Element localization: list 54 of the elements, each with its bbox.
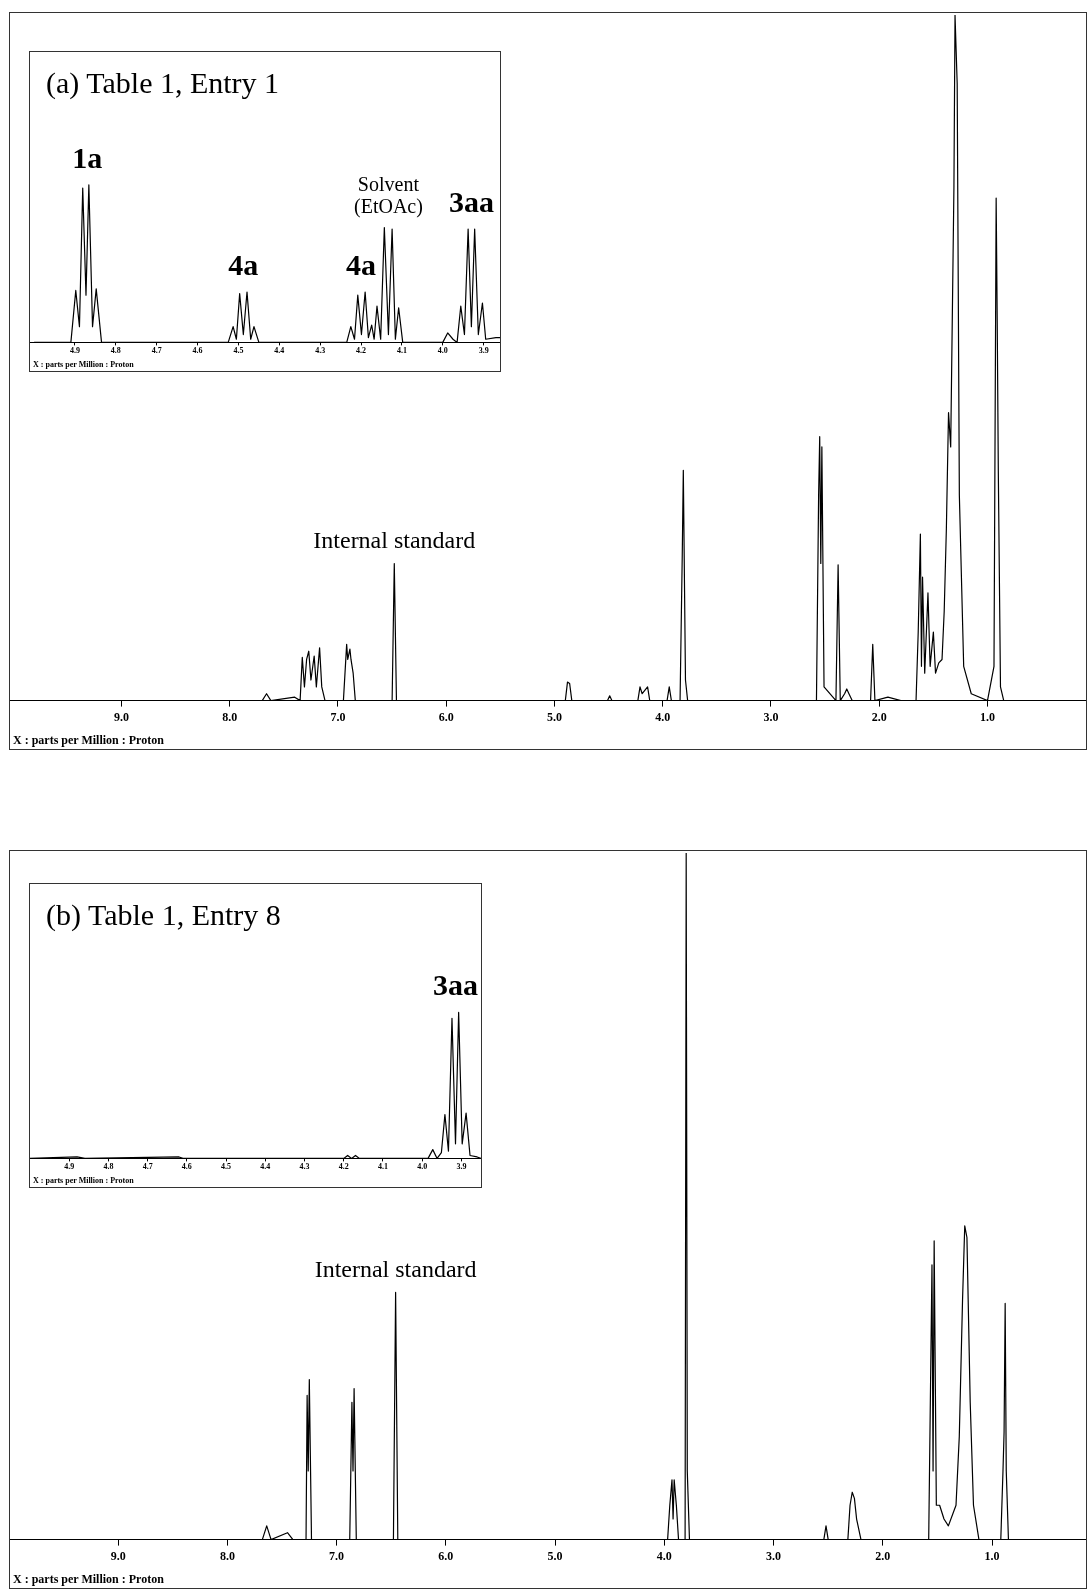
x-axis-title: X : parts per Million : Proton <box>13 1572 165 1587</box>
x-tick-label: 1.0 <box>979 709 995 724</box>
x-tick-label: 4.6 <box>181 1162 192 1172</box>
x-tick-label: 5.0 <box>547 1548 563 1563</box>
annotation: Solvent (EtOAc) <box>354 172 423 218</box>
x-tick-label: 7.0 <box>329 1548 345 1563</box>
x-tick-label: 4.7 <box>151 346 162 356</box>
x-axis-title: X : parts per Million : Proton <box>33 1176 135 1186</box>
chart-title: (b) Table 1, Entry 8 <box>46 897 281 932</box>
x-tick-label: 8.0 <box>219 1548 235 1563</box>
x-tick-label: 5.0 <box>546 709 562 724</box>
x-axis-title: X : parts per Million : Proton <box>13 733 165 748</box>
x-tick-label: 4.2 <box>356 346 367 356</box>
x-tick-label: 4.7 <box>142 1162 153 1172</box>
annotation: 4a <box>228 247 259 281</box>
x-tick-label: 4.3 <box>315 346 326 356</box>
x-tick-label: 4.0 <box>656 1548 672 1563</box>
x-tick-label: 3.0 <box>766 1548 782 1563</box>
x-tick-label: 4.1 <box>396 346 407 356</box>
x-tick-label: 6.0 <box>438 1548 454 1563</box>
x-tick-label: 4.2 <box>338 1162 349 1172</box>
annotation: 3aa <box>433 968 479 1002</box>
x-tick-label: 4.6 <box>192 346 203 356</box>
x-tick-label: 2.0 <box>875 1548 891 1563</box>
annotation: 1a <box>72 140 103 174</box>
x-tick-label: 4.5 <box>233 346 244 356</box>
x-tick-label: 4.8 <box>103 1162 114 1172</box>
x-tick-label: 8.0 <box>222 709 238 724</box>
x-tick-label: 4.4 <box>260 1162 271 1172</box>
x-tick-label: 4.0 <box>655 709 671 724</box>
x-tick-label: 4.0 <box>437 346 448 356</box>
x-axis-title: X : parts per Million : Proton <box>33 360 135 370</box>
annotation: Internal standard <box>313 526 476 553</box>
x-tick-label: 3.9 <box>478 346 489 356</box>
x-tick-label: 4.5 <box>221 1162 232 1172</box>
x-tick-label: 7.0 <box>330 709 346 724</box>
x-tick-label: 9.0 <box>110 1548 126 1563</box>
x-tick-label: 4.3 <box>299 1162 310 1172</box>
x-tick-label: 2.0 <box>871 709 887 724</box>
x-tick-label: 4.8 <box>110 346 121 356</box>
annotation: Internal standard <box>314 1255 477 1282</box>
x-tick-label: 4.1 <box>377 1162 388 1172</box>
x-tick-label: 4.0 <box>417 1162 428 1172</box>
x-tick-label: 4.9 <box>64 1162 75 1172</box>
x-tick-label: 1.0 <box>984 1548 1000 1563</box>
chart-title: (a) Table 1, Entry 1 <box>46 65 280 100</box>
x-tick-label: 4.4 <box>274 346 285 356</box>
x-tick-label: 9.0 <box>114 709 129 724</box>
x-tick-label: 3.9 <box>456 1162 467 1172</box>
annotation: 3aa <box>448 184 494 218</box>
x-tick-label: 3.0 <box>763 709 779 724</box>
x-tick-label: 6.0 <box>438 709 454 724</box>
annotation: 4a <box>346 247 377 281</box>
x-tick-label: 4.9 <box>69 346 80 356</box>
